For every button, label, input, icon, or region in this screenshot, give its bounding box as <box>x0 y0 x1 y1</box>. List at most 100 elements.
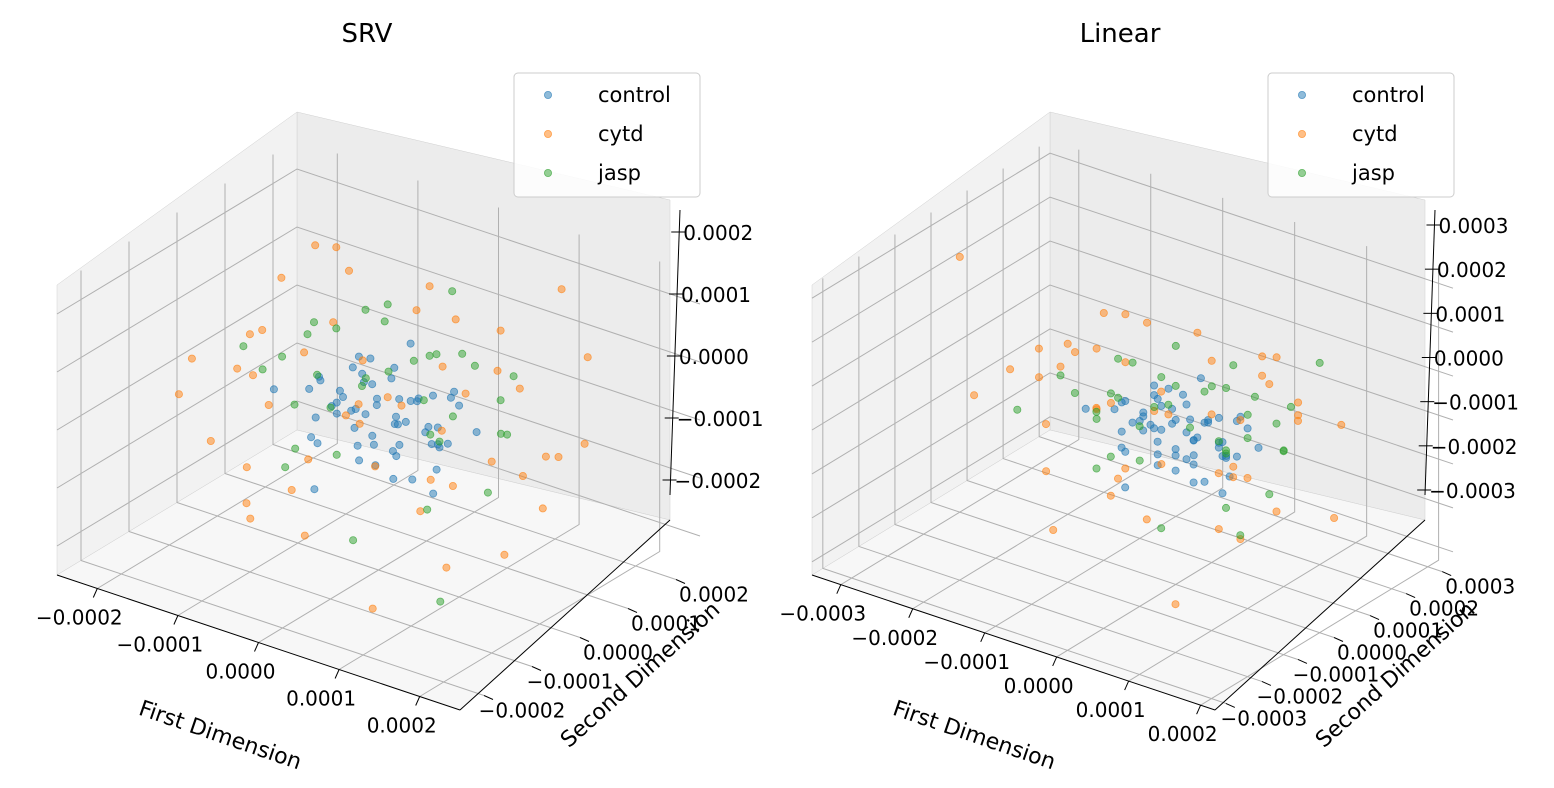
point-cytd <box>287 485 296 494</box>
legend-srv: control cytd jasp <box>513 72 701 198</box>
point-jasp <box>1236 531 1245 540</box>
point-cytd <box>541 452 550 461</box>
point-jasp <box>291 444 300 453</box>
point-jasp <box>1106 452 1115 461</box>
gridline-x <box>1056 221 1296 658</box>
gridline-z <box>56 168 701 315</box>
point-cytd <box>264 400 273 409</box>
point-jasp <box>239 342 248 351</box>
point-jasp <box>1243 434 1252 443</box>
x-tick-label: 0.0001 <box>286 687 356 711</box>
y-tick-label: 0.0002 <box>1409 597 1479 621</box>
x-tick <box>1124 680 1130 691</box>
point-control <box>269 385 278 394</box>
axis-lines-linear <box>811 209 1436 711</box>
chart-title: Linear <box>1080 19 1161 49</box>
point-control <box>366 354 375 363</box>
x-axis-label: First Dimension <box>136 696 305 775</box>
point-jasp <box>1114 354 1123 363</box>
gridline-z <box>811 284 1454 431</box>
point-control <box>443 439 452 448</box>
point-jasp <box>1214 437 1223 446</box>
z-tick-label: −0.0003 <box>1429 479 1516 503</box>
point-jasp <box>470 361 479 370</box>
point-cytd <box>246 514 255 523</box>
point-control <box>429 489 438 498</box>
z-tick-label: −0.0001 <box>677 407 764 431</box>
y-tick-label: 0.0003 <box>1445 575 1515 599</box>
point-cytd <box>412 306 421 315</box>
legend-marker-control <box>544 91 553 100</box>
point-cytd <box>451 315 460 324</box>
y-axis-line <box>1214 519 1426 711</box>
point-control <box>1200 477 1209 486</box>
point-jasp <box>384 367 393 376</box>
y-tick-label: −0.0001 <box>1293 662 1380 686</box>
x-tick-label: 0.0000 <box>1004 674 1074 698</box>
point-cytd <box>1265 380 1274 389</box>
point-cytd <box>248 371 257 380</box>
point-cytd <box>554 452 563 461</box>
point-cytd <box>1207 410 1216 419</box>
y-tick <box>1405 593 1416 599</box>
point-cytd <box>1214 525 1223 534</box>
x-tick <box>908 608 914 618</box>
point-control <box>313 439 322 448</box>
point-cytd <box>332 243 341 252</box>
point-cytd <box>1106 398 1115 407</box>
point-control <box>1150 381 1159 390</box>
gridline-x <box>177 180 419 616</box>
point-control <box>390 363 399 372</box>
point-jasp <box>1222 383 1231 392</box>
legend-linear: control cytd jasp <box>1267 72 1455 198</box>
x-tick-label: −0.0001 <box>923 650 1010 674</box>
point-control <box>1243 424 1252 433</box>
legend-marker-cytd <box>544 129 553 138</box>
point-control <box>1189 451 1198 460</box>
point-cytd <box>397 401 406 410</box>
gridline-z <box>811 416 1454 563</box>
point-jasp <box>1128 358 1137 367</box>
legend-marker-cytd <box>1298 129 1307 138</box>
point-jasp <box>1092 407 1101 416</box>
legend-label-jasp: jasp <box>1351 161 1395 185</box>
point-control <box>353 441 362 450</box>
point-cytd <box>1121 358 1130 367</box>
point-control <box>361 410 370 419</box>
point-cytd <box>1106 491 1115 500</box>
point-cytd <box>300 348 309 357</box>
point-cytd <box>304 455 313 464</box>
point-jasp <box>419 396 428 405</box>
point-control <box>1182 455 1191 464</box>
gridline-x <box>984 197 1224 634</box>
point-control <box>1179 390 1188 399</box>
point-jasp <box>303 330 312 339</box>
x-tick-label: 0.0002 <box>367 714 437 738</box>
legend-marker-control <box>1298 91 1307 100</box>
x-tick <box>1196 704 1202 715</box>
gridline-z <box>811 372 1454 519</box>
y-tick <box>1333 637 1344 642</box>
z-tick-label: 0.0003 <box>1438 214 1508 238</box>
point-control <box>1121 483 1130 492</box>
ticks-srv: −0.0002−0.00010.00000.00010.0002−0.0002−… <box>36 221 764 738</box>
point-control <box>391 412 400 421</box>
gridline-x <box>258 207 499 643</box>
gridline-y <box>894 234 1299 660</box>
x-tick-label: 0.0001 <box>1076 698 1146 722</box>
point-control <box>389 474 398 483</box>
point-cytd <box>538 504 547 513</box>
point-control <box>338 392 347 401</box>
point-jasp <box>1164 400 1173 409</box>
point-cytd <box>1049 526 1058 535</box>
point-jasp <box>448 287 457 296</box>
point-control <box>1110 405 1119 414</box>
point-jasp <box>383 300 392 309</box>
point-jasp <box>1070 388 1079 397</box>
y-tick-label: −0.0003 <box>1220 706 1307 730</box>
point-cytd <box>426 475 435 484</box>
point-cytd <box>1272 353 1281 362</box>
point-cytd <box>1114 474 1123 483</box>
point-cytd <box>1034 344 1043 353</box>
x-tick-label: −0.0002 <box>36 606 123 630</box>
